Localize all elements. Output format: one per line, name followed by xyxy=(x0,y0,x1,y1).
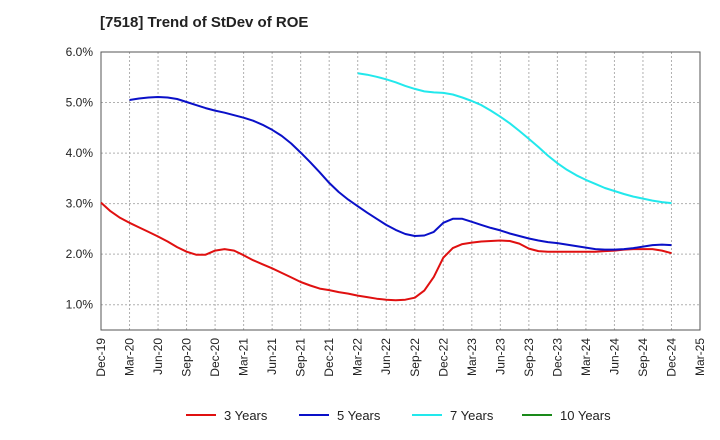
x-tick-label: Dec-23 xyxy=(550,338,564,377)
y-tick-label: 2.0% xyxy=(66,247,94,261)
x-tick-label: Dec-20 xyxy=(208,338,222,377)
x-tick-label: Mar-25 xyxy=(693,338,707,376)
x-tick-label: Sep-22 xyxy=(408,338,422,377)
axes: Dec-19 Mar-20 Jun-20 Sep-20 Dec-20 Mar-21 Jun-… xyxy=(66,45,707,377)
series-lines xyxy=(100,72,672,302)
x-tick-label: Sep-23 xyxy=(522,338,536,377)
x-tick-label: Dec-19 xyxy=(94,338,108,377)
x-tick-label: Mar-23 xyxy=(465,338,479,376)
x-tick-label: Jun-24 xyxy=(607,338,621,375)
legend-label: 5 Years xyxy=(337,408,381,423)
legend-label: 10 Years xyxy=(560,408,611,423)
x-tick-label: Jun-21 xyxy=(265,338,279,375)
x-tick-label: Mar-21 xyxy=(237,338,251,376)
x-tick-label: Jun-20 xyxy=(151,338,165,375)
legend: 3 Years 5 Years 7 Years 10 Years xyxy=(186,408,611,423)
gridlines xyxy=(101,52,700,330)
y-tick-label: 4.0% xyxy=(66,146,94,160)
x-tick-label: Mar-20 xyxy=(123,338,137,376)
x-tick-label: Dec-24 xyxy=(664,338,678,377)
series-line-5-years xyxy=(129,96,672,251)
series-line-3-years xyxy=(100,201,672,302)
x-tick-label: Jun-23 xyxy=(493,338,507,375)
chart-title: [7518] Trend of StDev of ROE xyxy=(100,14,309,31)
y-tick-label: 5.0% xyxy=(66,96,94,110)
x-tick-label: Mar-22 xyxy=(351,338,365,376)
plot-frame xyxy=(100,51,701,331)
x-tick-label: Sep-20 xyxy=(180,338,194,377)
y-tick-label: 3.0% xyxy=(66,197,94,211)
legend-label: 3 Years xyxy=(224,408,268,423)
x-tick-label: Dec-21 xyxy=(322,338,336,377)
legend-label: 7 Years xyxy=(450,408,494,423)
x-tick-label: Dec-22 xyxy=(436,338,450,377)
series-line-7-years xyxy=(357,72,672,205)
y-tick-label: 6.0% xyxy=(66,45,94,59)
x-tick-label: Jun-22 xyxy=(379,338,393,375)
y-tick-label: 1.0% xyxy=(66,298,94,312)
x-tick-label: Sep-21 xyxy=(294,338,308,377)
x-tick-label: Mar-24 xyxy=(579,338,593,376)
x-tick-label: Sep-24 xyxy=(636,338,650,377)
